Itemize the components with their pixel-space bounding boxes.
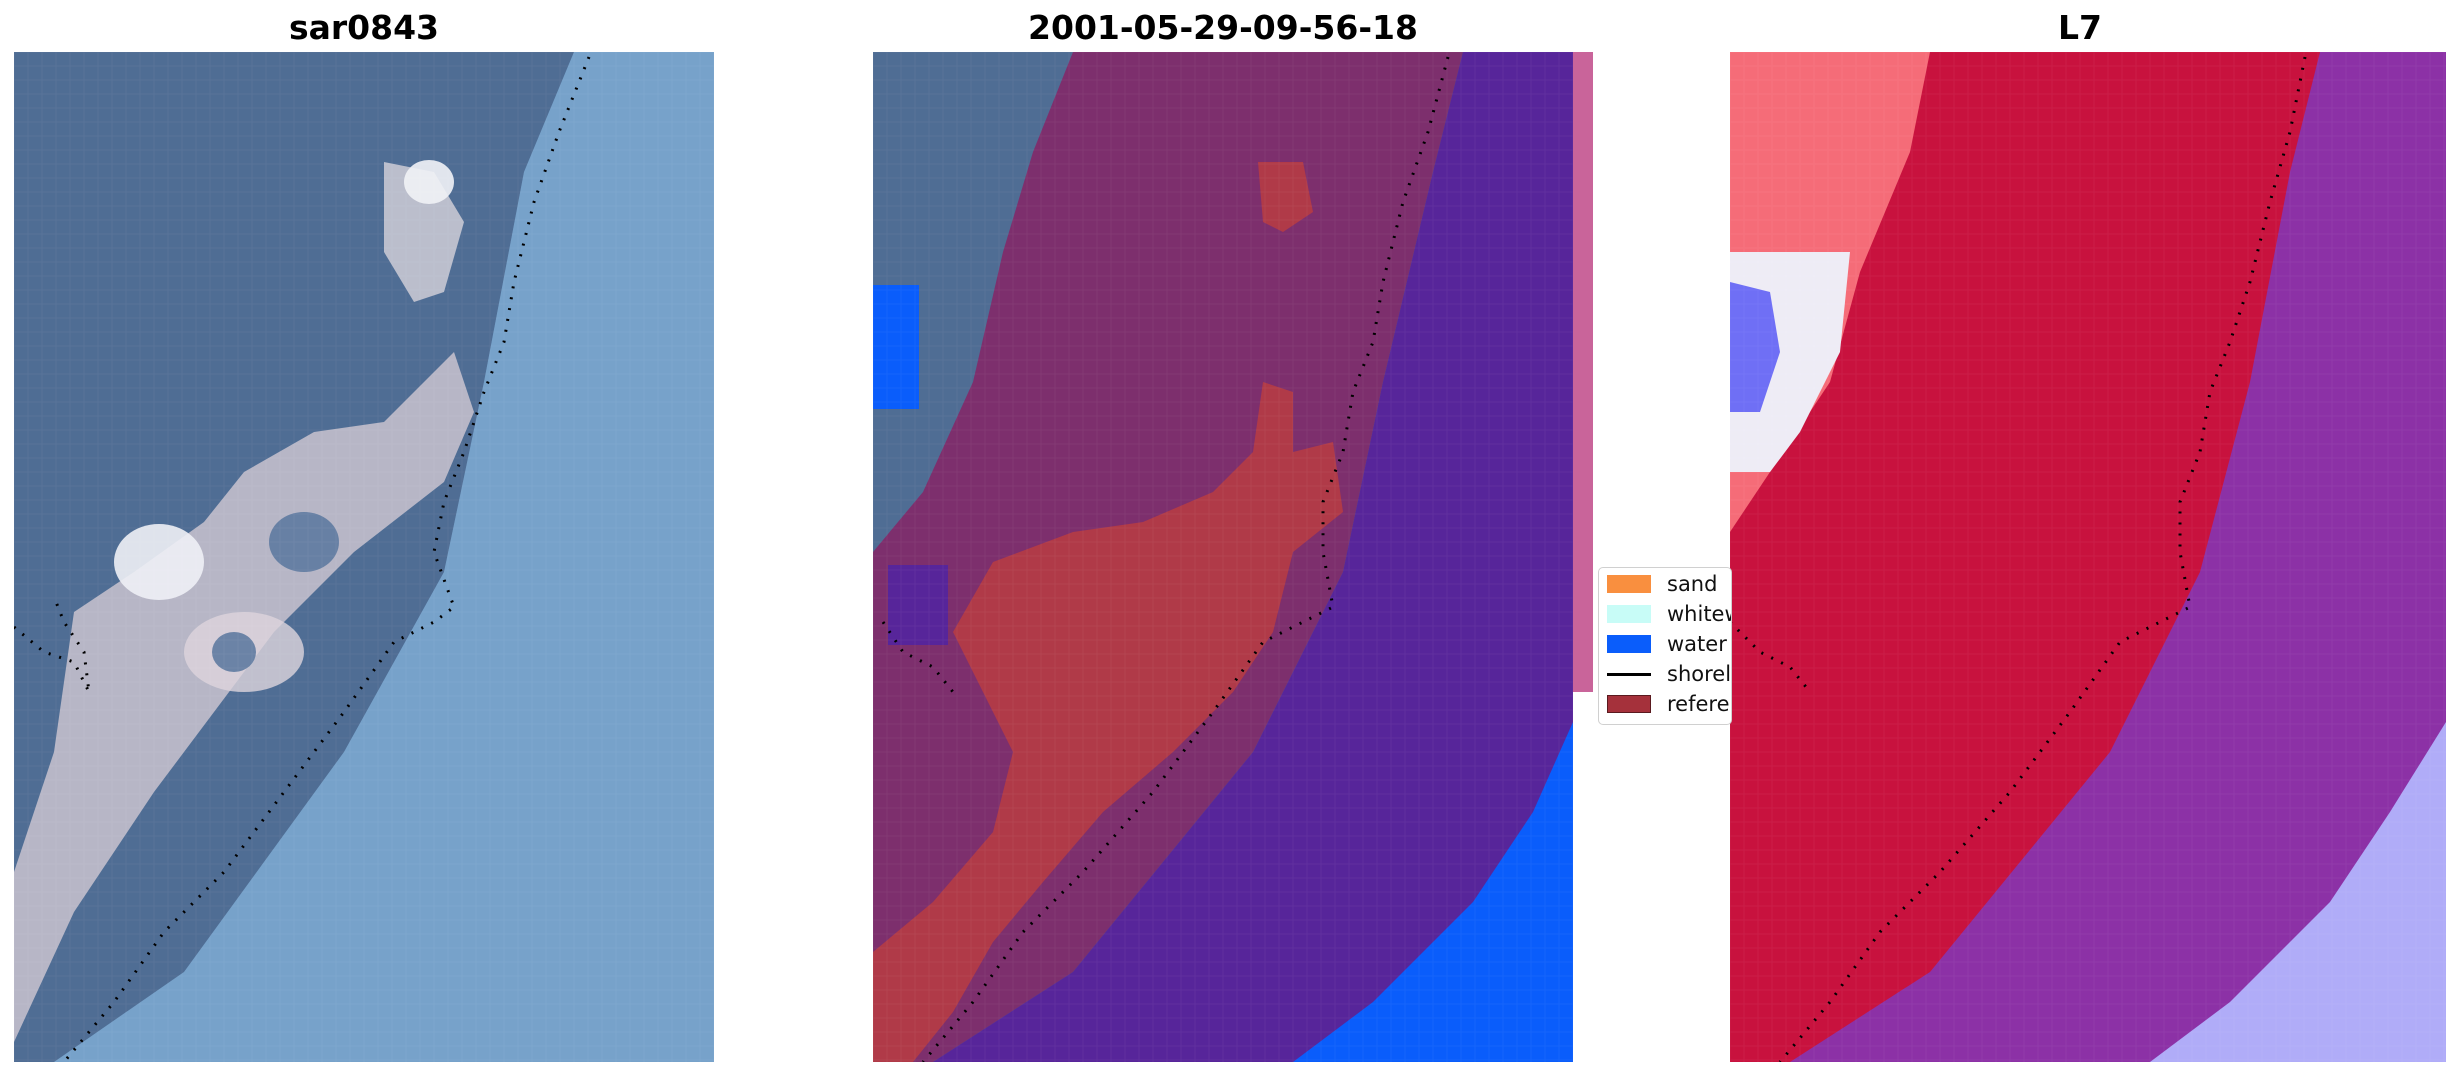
legend-item-sand: sand (1607, 572, 1717, 596)
legend-item-water: water (1607, 632, 1727, 656)
legend-swatch-whitewater (1607, 605, 1651, 623)
panel-title-index: L7 (2058, 8, 2102, 47)
classified-image-panel (873, 52, 1593, 1062)
legend-item-reference: reference (1607, 692, 1731, 716)
legend-label: water (1667, 632, 1727, 656)
legend-swatch-reference (1607, 695, 1651, 713)
legend-label: reference (1667, 692, 1731, 716)
legend-item-shoreline: shoreline (1607, 662, 1732, 686)
legend-swatch-sand (1607, 575, 1651, 593)
panel-title-rgb: sar0843 (288, 8, 440, 47)
legend-swatch-water (1607, 635, 1651, 653)
legend-label: shoreline (1667, 662, 1732, 686)
legend-label: sand (1667, 572, 1718, 596)
rgb-image-panel (14, 52, 714, 1062)
legend-swatch-shoreline (1607, 672, 1651, 676)
panel-title-classified: 2001-05-29-09-56-18 (1028, 8, 1418, 47)
index-image-panel (1730, 52, 2446, 1062)
shoreline-dotted-2 (921, 56, 1450, 1062)
